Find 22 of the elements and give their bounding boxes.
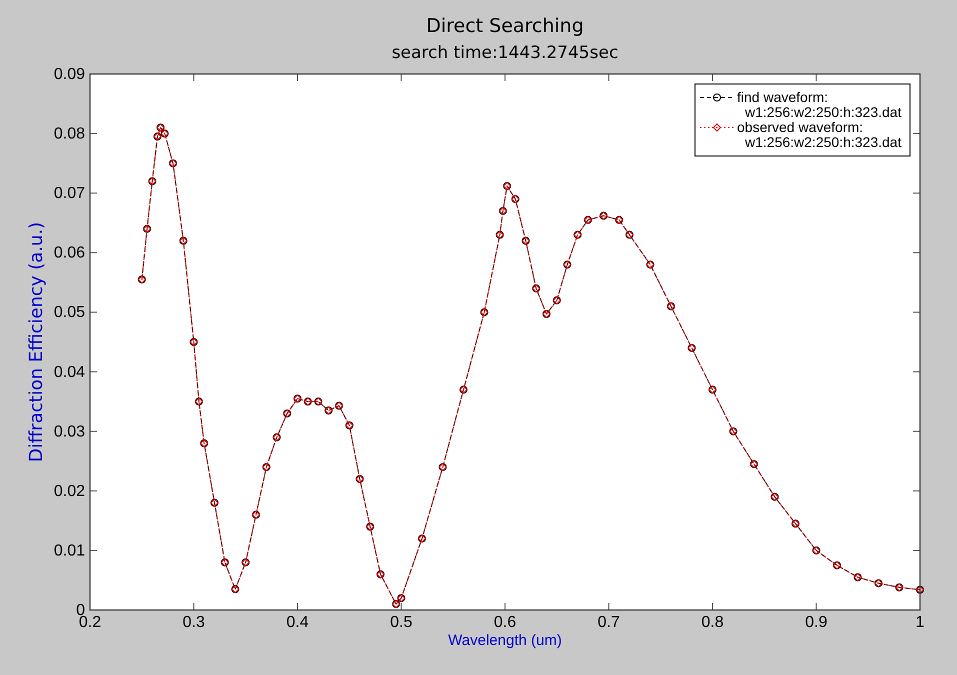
y-tick-label: 0.09 [54,66,86,83]
x-tick-label: 0.7 [598,614,620,631]
chart-title: Direct Searching [426,15,584,37]
y-tick-label: 0.03 [54,423,86,440]
chart-subtitle: search time:1443.2745sec [392,43,618,63]
x-tick-label: 0.8 [701,614,724,631]
x-tick-label: 0.5 [390,614,412,631]
x-axis-title: Wavelength (um) [448,632,562,649]
y-tick-label: 0.01 [54,542,86,560]
x-tick-label: 0.9 [805,614,828,631]
y-axis-title: Diffraction Efficiency (a.u.) [26,222,47,462]
y-tick-label: 0.07 [54,185,86,202]
legend-label: observed waveform: w1:256:w2:250:h:323.dat [737,119,902,150]
x-tick-label: 0.4 [286,614,309,631]
y-tick-label: 0.08 [54,126,86,143]
x-tick-label: 0.6 [494,614,516,631]
y-tick-label: 0.04 [54,364,86,381]
y-tick-label: 0.02 [54,482,86,500]
y-tick-label: 0.05 [54,304,86,322]
y-tick-label: 0.06 [54,244,86,262]
x-tick-label: 0.3 [182,614,205,631]
x-tick-label: 1 [916,614,925,631]
